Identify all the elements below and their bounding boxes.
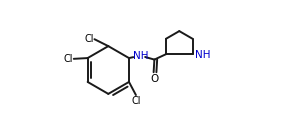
Text: Cl: Cl xyxy=(84,34,94,44)
Text: Cl: Cl xyxy=(64,54,73,64)
Text: NH: NH xyxy=(195,50,211,60)
Text: Cl: Cl xyxy=(131,96,141,106)
Text: NH: NH xyxy=(133,51,148,61)
Text: O: O xyxy=(151,74,159,84)
